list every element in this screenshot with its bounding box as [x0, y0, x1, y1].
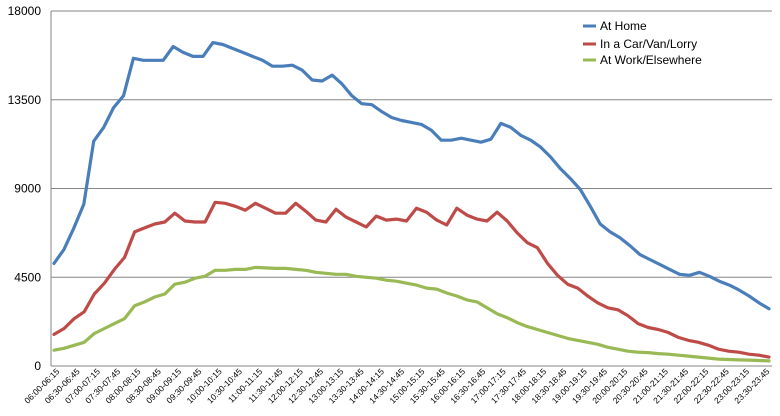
x-axis-tick-labels: 06:00-06:1506:30-06:4507:00-07:1507:30-0…	[22, 366, 771, 405]
legend-label-at-home: At Home	[600, 19, 647, 33]
y-axis-tick-labels: 0 4500 9000 13500 18000	[8, 4, 42, 373]
gridlines	[51, 10, 772, 278]
series-line-in-a-car-van-lorry	[52, 200, 771, 359]
series-lines	[52, 40, 771, 363]
series-line-at-home	[52, 40, 771, 311]
legend-label-in-a-car-van-lorry: In a Car/Van/Lorry	[600, 37, 697, 51]
y-tick-label: 18000	[8, 4, 42, 18]
y-tick-label: 9000	[14, 182, 41, 196]
y-tick-label: 13500	[8, 93, 42, 107]
legend-label-at-work-elsewhere: At Work/Elsewhere	[600, 53, 702, 67]
y-tick-label: 4500	[14, 270, 41, 284]
axes	[50, 11, 772, 367]
series-line-at-work-elsewhere	[52, 265, 771, 363]
legend: At Home In a Car/Van/Lorry At Work/Elsew…	[583, 19, 702, 67]
y-tick-label: 0	[34, 359, 41, 373]
